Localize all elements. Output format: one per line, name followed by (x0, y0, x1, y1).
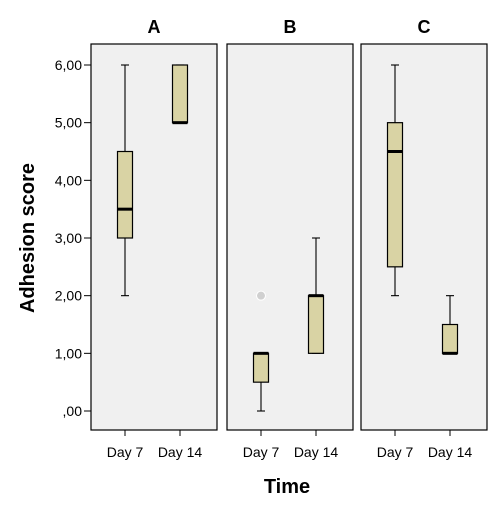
panel-title: B (284, 17, 297, 37)
y-tick-label: 6,00 (55, 57, 82, 73)
box-day-14: Day 14 (294, 237, 339, 460)
panel-background (226, 43, 354, 431)
panel-background (360, 43, 488, 431)
x-tick-label: Day 7 (107, 444, 144, 460)
box-iqr (171, 64, 189, 124)
x-axis-title: Time (264, 476, 310, 498)
x-tick-label: Day 14 (158, 444, 203, 460)
box-day-7: Day 7 (107, 64, 144, 460)
x-tick-label: Day 7 (243, 444, 280, 460)
y-tick-label: 1,00 (55, 345, 82, 361)
panel-c: C Day 7 Day 14 (360, 17, 488, 460)
panel-title: C (418, 17, 431, 37)
y-tick-label: 5,00 (55, 115, 82, 131)
box-iqr (386, 122, 404, 268)
panel-a: A Day 7 Day 14 (90, 17, 218, 460)
panel-b: B Day 7 Day 14 (226, 17, 354, 460)
y-tick-label: 4,00 (55, 172, 82, 188)
y-tick-label: 3,00 (55, 230, 82, 246)
box-day-7: Day 7 (377, 64, 414, 460)
panel-title: A (148, 17, 161, 37)
x-tick-label: Day 7 (377, 444, 414, 460)
box-iqr (441, 323, 459, 354)
x-tick-label: Day 14 (294, 444, 339, 460)
outlier-point (256, 290, 266, 301)
box-iqr (307, 295, 325, 354)
panel-background (90, 43, 218, 431)
box-day-14: Day 14 (158, 64, 203, 460)
box-iqr (252, 352, 270, 383)
x-tick-label: Day 14 (428, 444, 473, 460)
box-iqr (116, 150, 134, 239)
y-tick-label: ,00 (63, 403, 83, 419)
box-day-14: Day 14 (428, 295, 473, 460)
box-day-7: Day 7 (243, 290, 280, 460)
y-axis-title: Adhesion score (17, 163, 39, 313)
y-tick-label: 2,00 (55, 288, 82, 304)
